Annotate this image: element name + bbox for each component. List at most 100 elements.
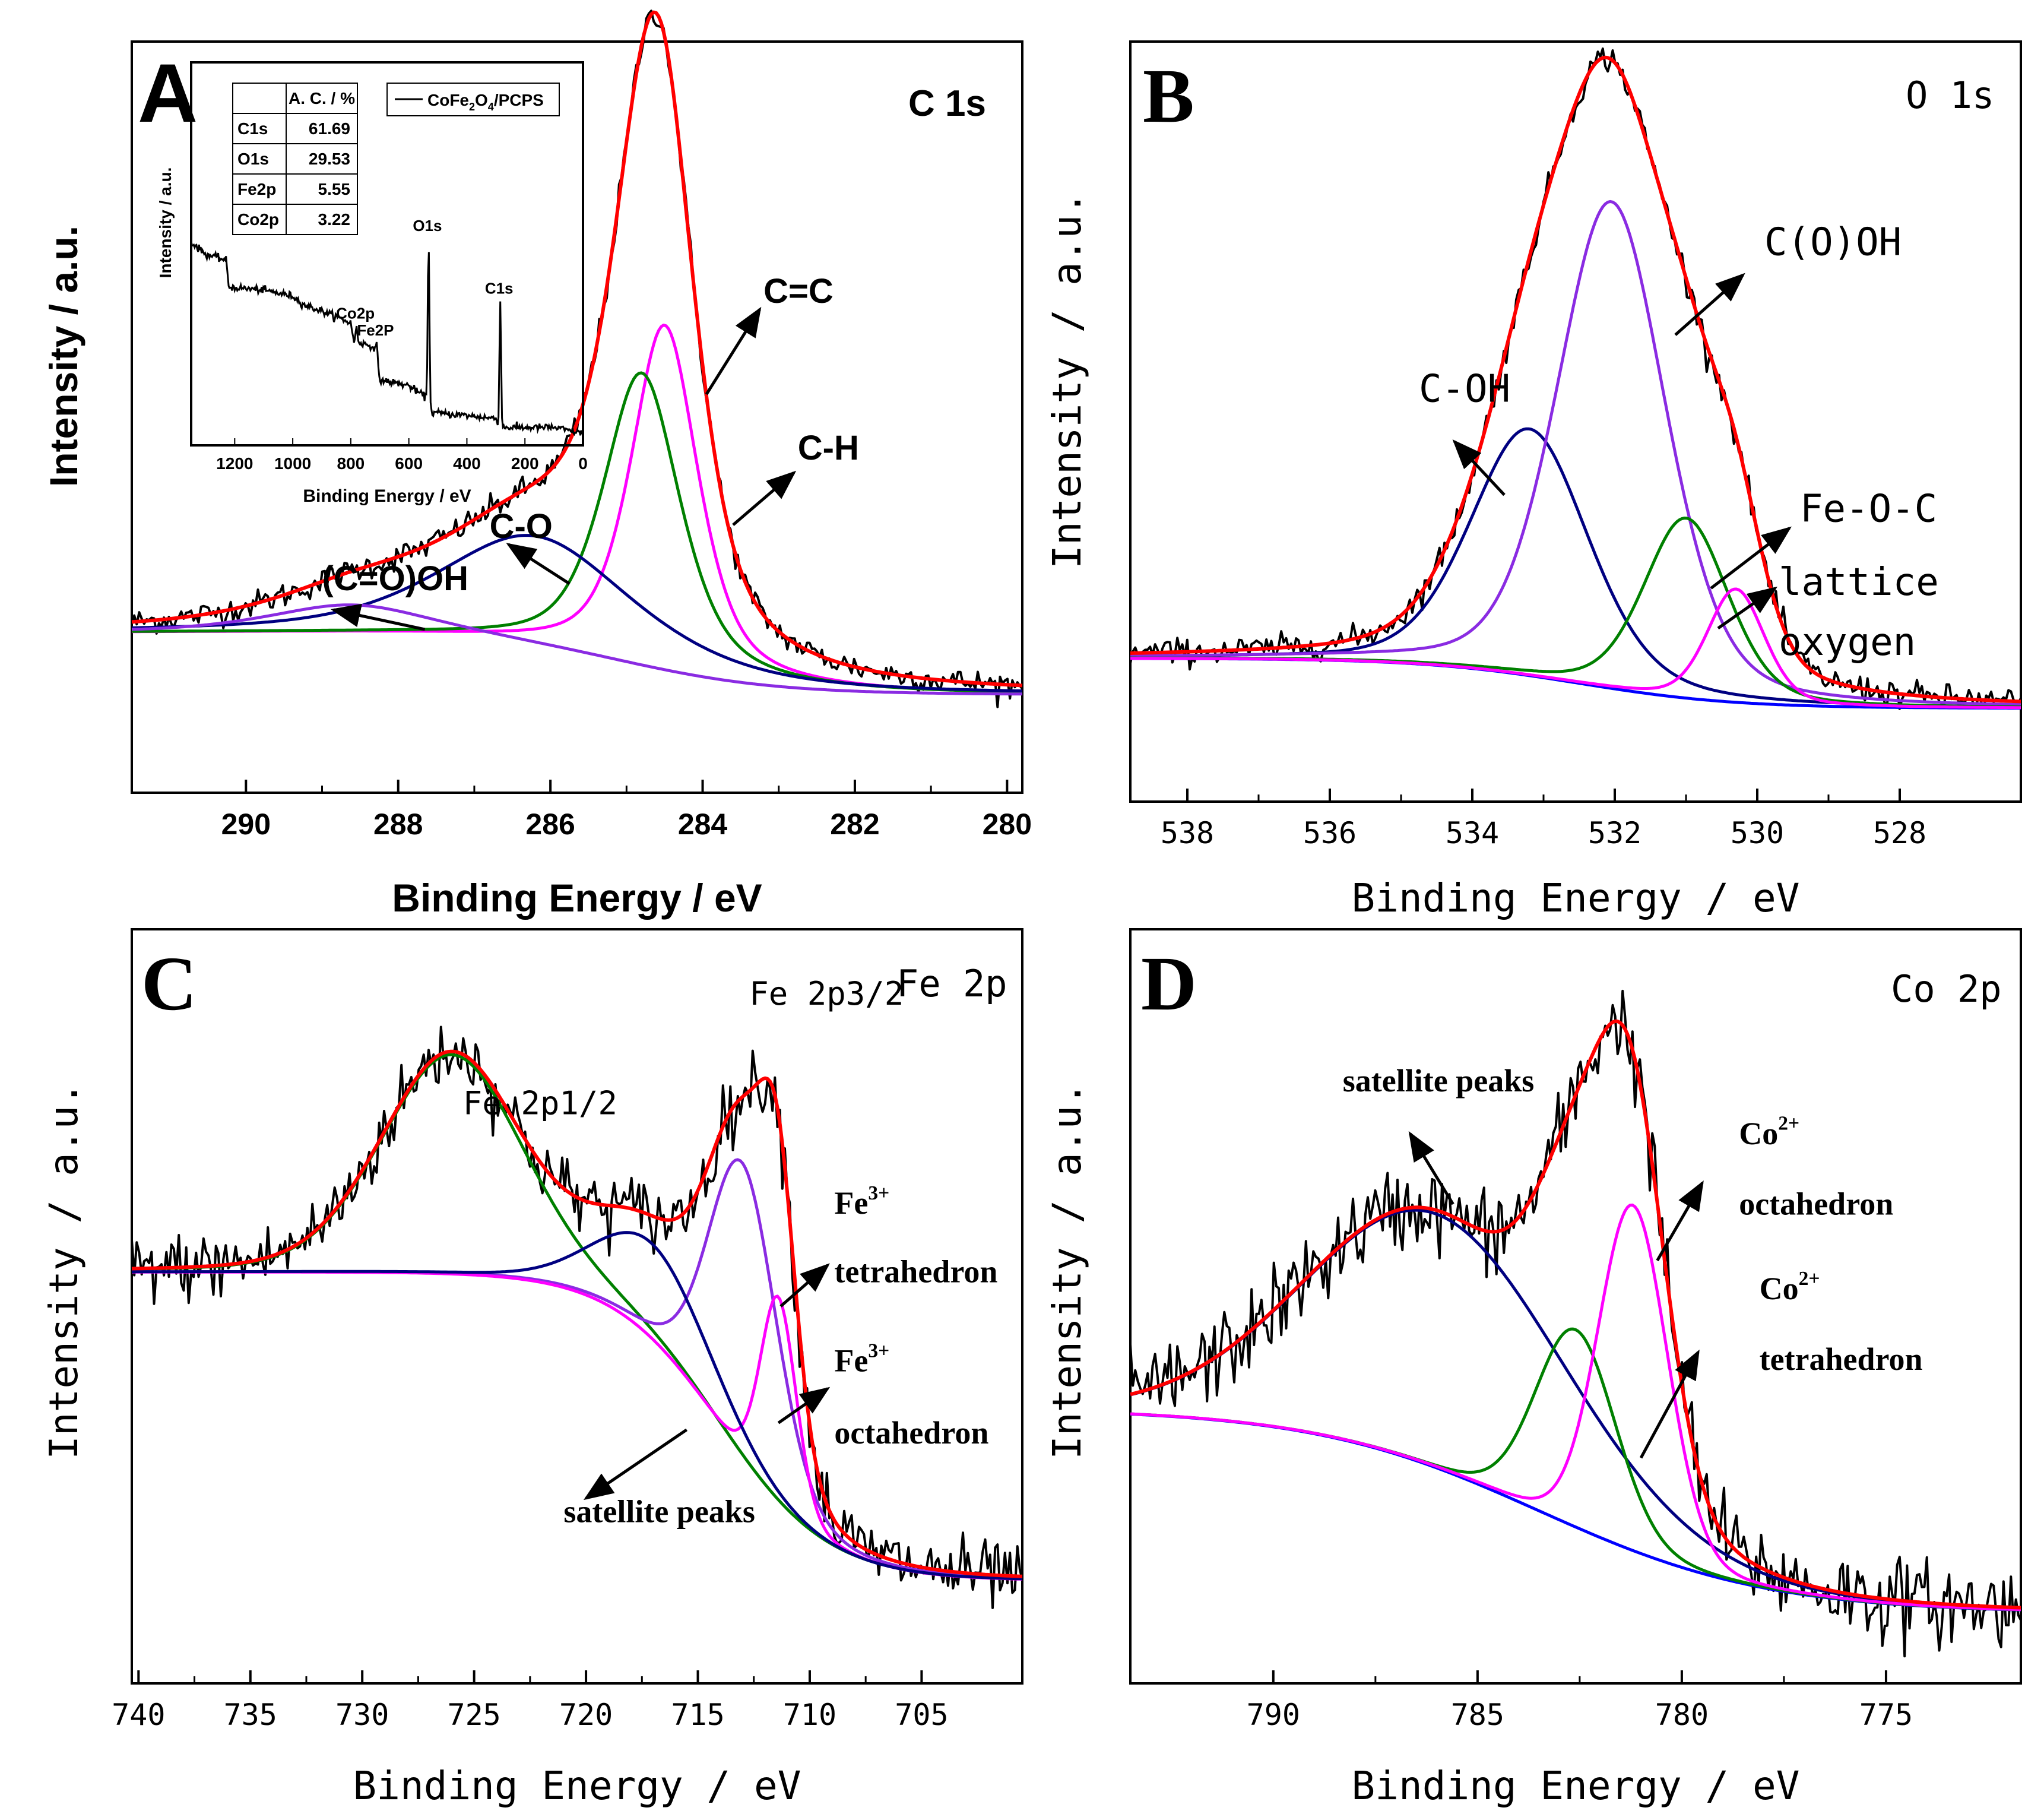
annotation-arrow (330, 603, 426, 631)
panel-d-background (1130, 1413, 2021, 1612)
panel-a-annotations: C=C C-H C-O (C=O)OH (322, 272, 859, 631)
atomic-concentration-table: A. C. / % C1s 61.69 O1s 29.53 Fe2p 5.55 … (232, 83, 358, 235)
component-co2-octahedron-curve (1130, 1203, 2021, 1612)
x-tick-label: 725 (447, 1698, 500, 1732)
survey-inset-ylabel: Intensity / a.u. (156, 167, 175, 278)
annotation-c-c: C=C (763, 272, 834, 311)
panel-d-letter: D (1141, 941, 1197, 1027)
panel-a: 290 288 286 284 282 280 A C 1s Binding Energy… (42, 10, 1032, 920)
panel-c-fit-envelope (131, 1049, 1023, 1578)
panel-c-ylabel: Intensity / a.u. (41, 1082, 87, 1460)
x-tick-label: 740 (112, 1698, 165, 1732)
inset-x-tick-label: 600 (395, 454, 423, 473)
panel-a-fit-envelope (131, 10, 1023, 688)
annotation-tetrahedron: tetrahedron (834, 1254, 997, 1290)
annotation-arrow (779, 1263, 830, 1308)
component-c-o-curve (131, 534, 1023, 693)
annotation-arrow (1452, 439, 1506, 496)
panel-c-x-ticks: 740 735 730 725 720 715 710 705 (112, 1670, 949, 1732)
x-tick-label: 284 (678, 808, 728, 841)
annotation-c-o: C-O (490, 507, 553, 546)
x-tick-label: 715 (671, 1698, 724, 1732)
panel-d: 790 785 780 775 D Co 2p Binding Energy / eV… (1044, 928, 2022, 1809)
panel-d-ylabel: Intensity / a.u. (1044, 1082, 1090, 1460)
annotation-arrow (1639, 1349, 1700, 1459)
inset-x-tick-label: 400 (453, 454, 481, 473)
annotation-c-o-oh: C(O)OH (1764, 220, 1902, 264)
panel-b: 538 536 534 532 530 528 B O 1s Binding Energy… (1044, 40, 2022, 921)
annotation-arrow (1408, 1131, 1454, 1205)
annotation-arrow (583, 1428, 688, 1501)
panel-b-annotations: C(O)OH C-OH Fe-O-C lattice oxygen (1419, 220, 1939, 664)
panel-c-element-label: Fe 2p (896, 962, 1007, 1005)
annotation-fe: Fe3+ (834, 1340, 889, 1378)
table-row-label: C1s (237, 119, 268, 138)
annotation-fe-2p3-2: Fe 2p3/2 (749, 975, 904, 1012)
component-satellite-peaks-curve (1130, 1208, 2021, 1610)
survey-inset-frame (190, 61, 584, 447)
component-c-o-oh-curve (1130, 200, 2021, 707)
annotation-fe-o-c: Fe-O-C (1800, 487, 1937, 531)
panel-a-letter: A (138, 46, 198, 140)
component-lattice-oxygen-curve (1130, 587, 2021, 710)
legend-label: CoFe2O4/PCPS (427, 91, 544, 113)
panel-d-annotations: satellite peaks Co2+ octahedron Co2+ tetrahe… (1343, 1063, 1923, 1459)
panel-b-x-ticks: 538 536 534 532 530 528 (1161, 789, 1926, 850)
x-tick-label: 286 (525, 808, 575, 841)
annotation-octahedron: octahedron (1739, 1186, 1893, 1222)
table-row-value: 3.22 (318, 210, 351, 229)
panel-a-xlabel: Binding Energy / eV (392, 876, 762, 920)
inset-x-tick-label: 0 (578, 454, 588, 473)
table-row-label: Co2p (237, 210, 279, 229)
annotation-oxygen: oxygen (1779, 621, 1916, 664)
x-tick-label: 534 (1446, 816, 1499, 850)
component-c-o-oh-curve (131, 603, 1022, 696)
survey-inset-legend: CoFe2O4/PCPS (386, 83, 560, 116)
panel-b-fit-envelope (1130, 55, 2021, 704)
panel-c-xlabel: Binding Energy / eV (353, 1763, 801, 1809)
annotation-c-h: C-H (798, 429, 859, 467)
panel-b-plot-area (1129, 47, 2022, 710)
panel-d-measured-spectrum (1129, 989, 2022, 1658)
panel-c-plot-area (131, 1025, 1023, 1609)
x-tick-label: 288 (373, 808, 423, 841)
panel-c-annotations: Fe 2p1/2 Fe 2p3/2 Fe3+ tetrahedron Fe3+ octah… (463, 975, 998, 1530)
x-tick-label: 775 (1859, 1698, 1913, 1732)
x-tick-label: 785 (1451, 1698, 1504, 1732)
annotation-arrow (1717, 586, 1778, 630)
panel-c-frame (131, 928, 1023, 1685)
inset-peak-label-fe2p: Fe2P (357, 321, 394, 339)
panel-b-element-label: O 1s (1906, 74, 1994, 117)
table-header-ac: A. C. / % (289, 89, 355, 107)
inset-x-tick-label: 200 (511, 454, 539, 473)
annotation-octahedron: octahedron (834, 1415, 988, 1451)
x-tick-label: 532 (1588, 816, 1641, 850)
panel-b-xlabel: Binding Energy / eV (1352, 875, 1800, 921)
annotation-arrow (506, 543, 571, 585)
annotation-co: Co2+ (1739, 1113, 1799, 1151)
panel-b-frame (1129, 40, 2022, 803)
table-row-label: Fe2p (237, 180, 276, 198)
panel-c-letter: C (141, 941, 197, 1027)
x-tick-label: 530 (1731, 816, 1784, 850)
x-tick-label: 538 (1161, 816, 1214, 850)
panel-a-element-label: C 1s (908, 83, 986, 124)
table-row-value: 5.55 (318, 180, 351, 198)
annotation-c-oh: C-OH (1419, 367, 1510, 411)
panel-a-ylabel: Intensity / a.u. (42, 226, 85, 487)
panel-d-plot-area (1129, 989, 2022, 1658)
table-row-value: 29.53 (309, 150, 350, 168)
inset-x-tick-label: 1000 (274, 454, 311, 473)
annotation-arrow (1674, 273, 1745, 336)
x-tick-label: 282 (830, 808, 879, 841)
inset-peak-label-c1s: C1s (485, 280, 514, 297)
annotation-co: Co2+ (1760, 1268, 1820, 1306)
inset-peak-label-co2p: Co2p (336, 304, 375, 322)
panel-d-frame (1129, 928, 2022, 1685)
annotation-c-o-oh: (C=O)OH (322, 559, 469, 598)
table-row-label: O1s (237, 150, 269, 168)
panel-d-element-label: Co 2p (1891, 967, 2002, 1011)
x-tick-label: 290 (221, 808, 271, 841)
